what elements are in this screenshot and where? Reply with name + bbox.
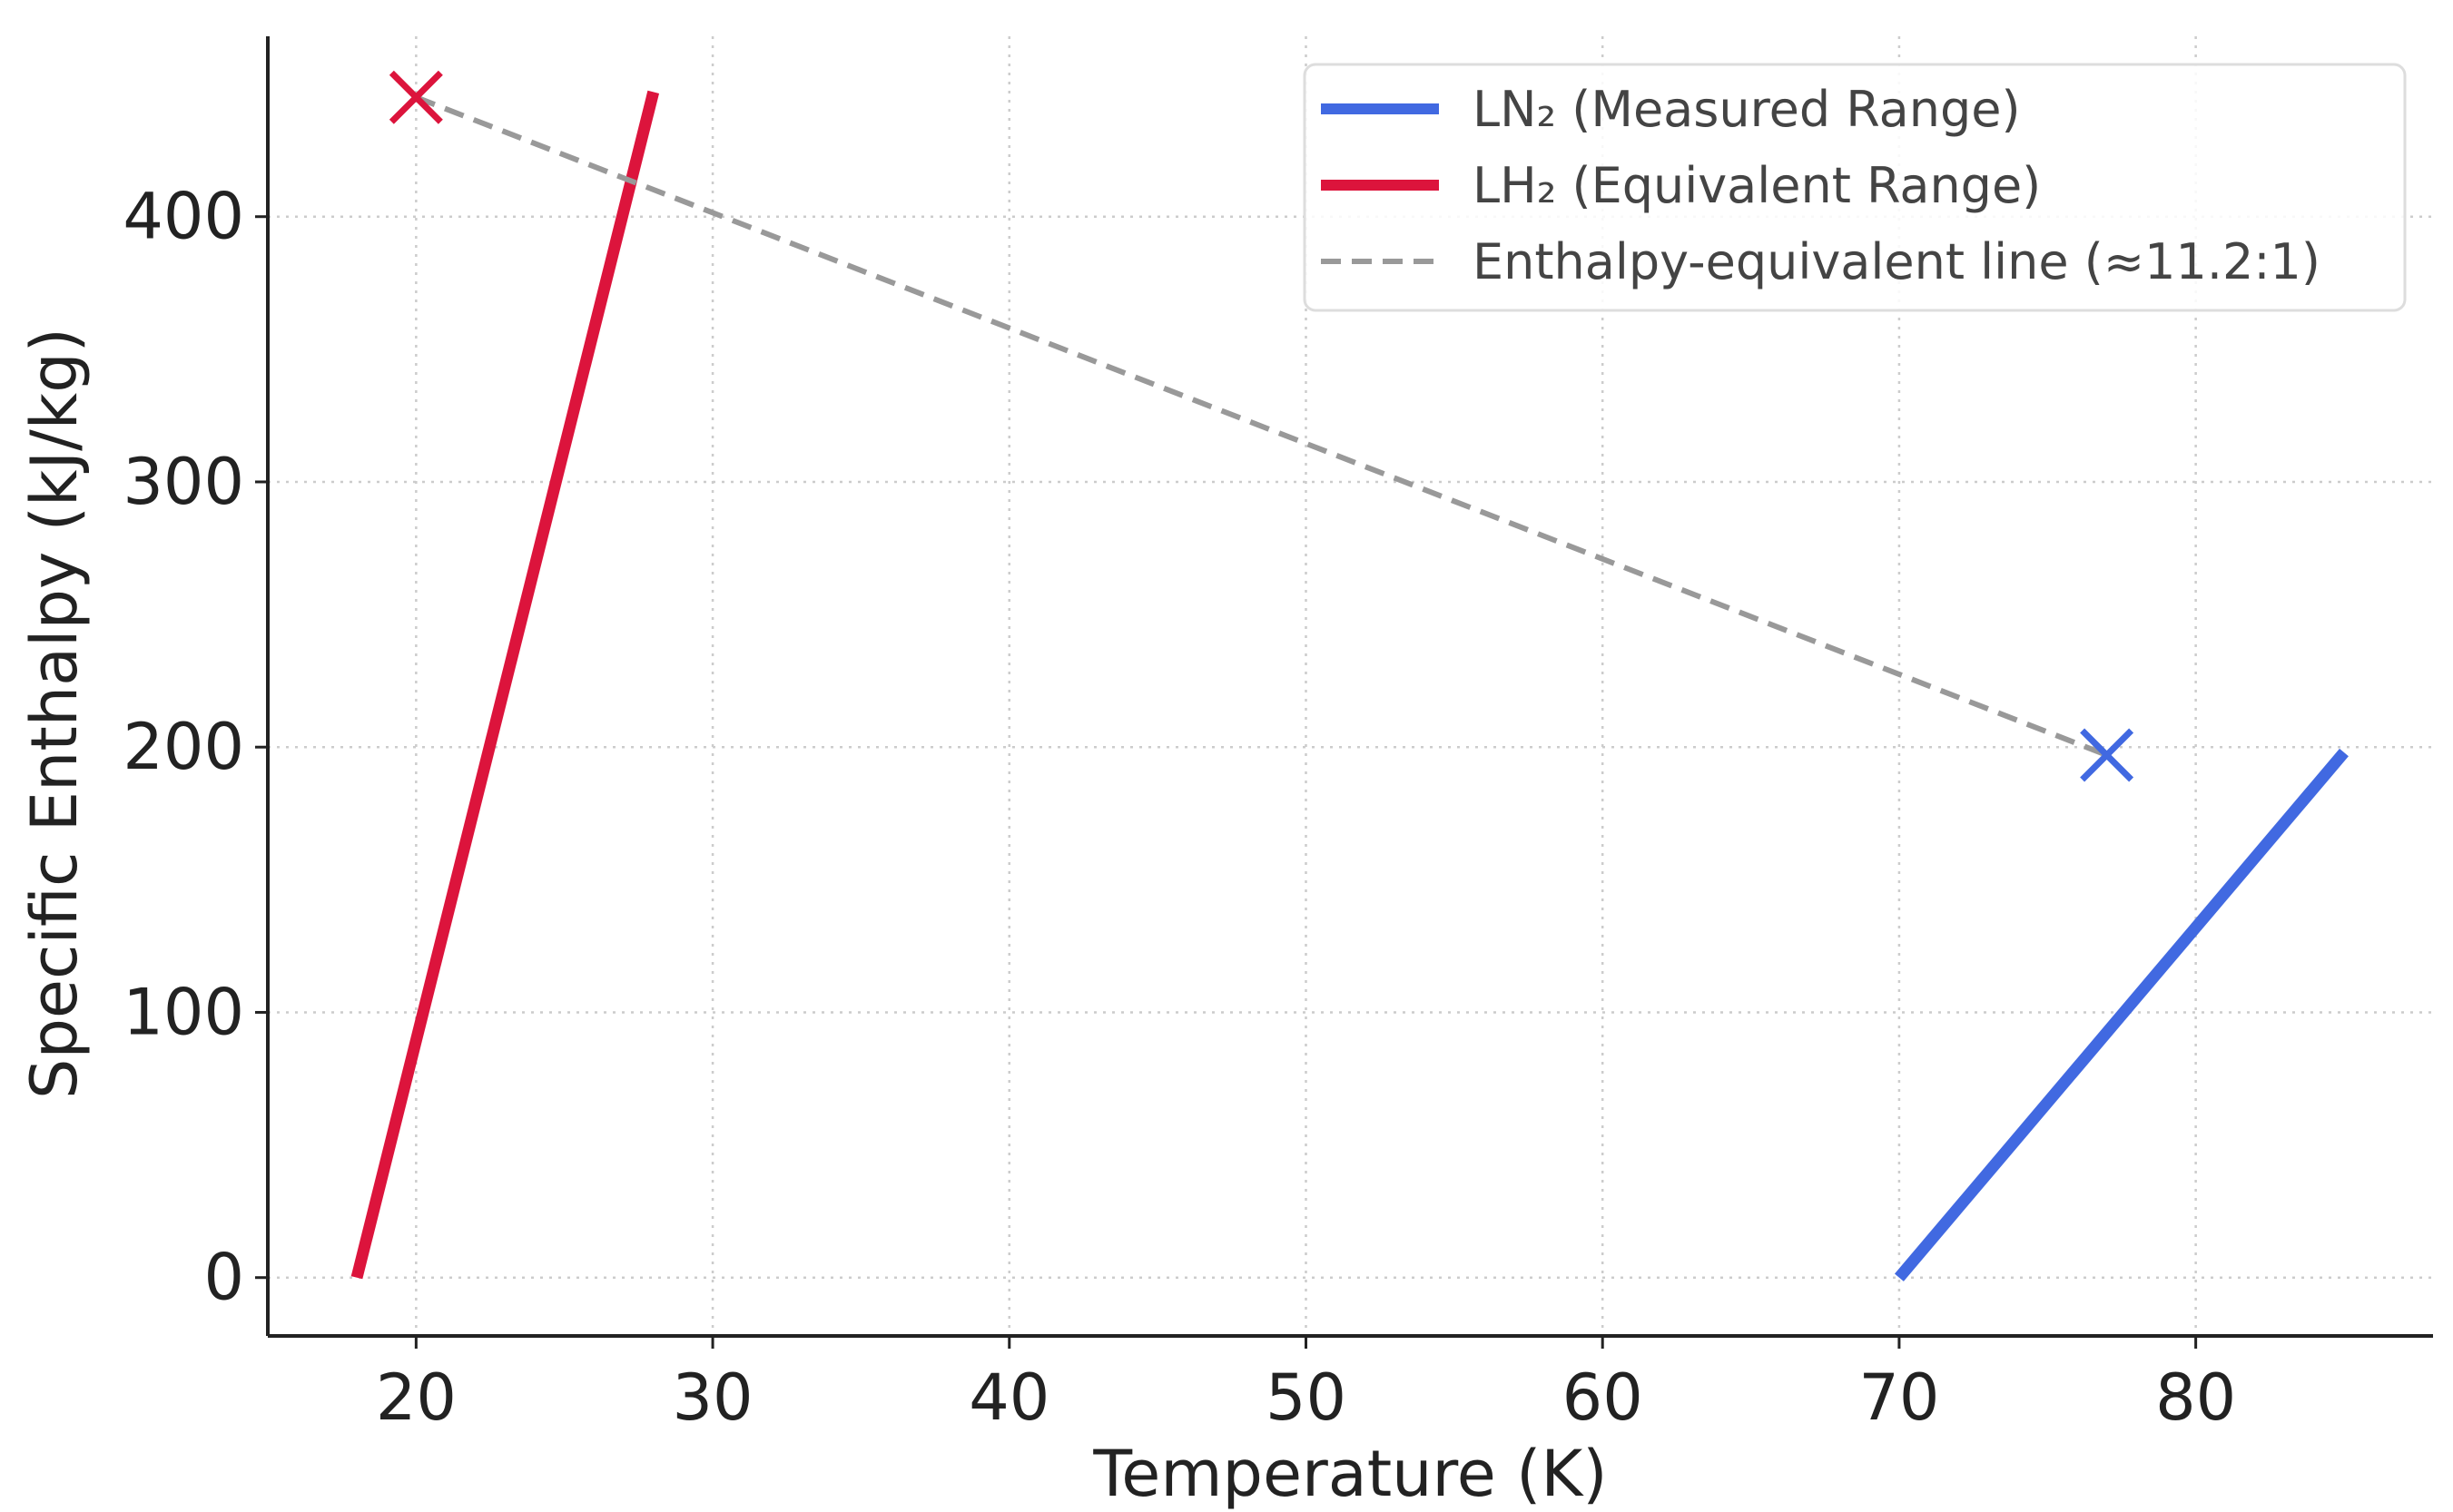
x-axis-title: Temperature (K) — [1092, 1437, 1607, 1511]
x-tick-label: 30 — [673, 1360, 754, 1435]
legend-label: LH₂ (Equivalent Range) — [1473, 157, 2041, 214]
x-tick-label: 70 — [1858, 1360, 1939, 1435]
y-tick-label: 0 — [203, 1241, 244, 1315]
legend-label: Enthalpy-equivalent line (≈11.2:1) — [1473, 233, 2320, 290]
series-line-0 — [1894, 748, 2349, 1281]
y-tick-label: 300 — [123, 445, 244, 519]
markers — [389, 70, 2134, 782]
y-axis-title: Specific Enthalpy (kJ/kg) — [17, 328, 92, 1099]
legend-entry-0: LN₂ (Measured Range) — [1321, 81, 2021, 138]
x-tick-label: 80 — [2155, 1360, 2236, 1435]
x-tick-label: 20 — [376, 1360, 457, 1435]
x-marker-0 — [389, 70, 443, 124]
y-tick-label: 100 — [123, 975, 244, 1049]
legend-entry-2: Enthalpy-equivalent line (≈11.2:1) — [1321, 233, 2320, 290]
legend-label: LN₂ (Measured Range) — [1473, 81, 2021, 138]
series — [350, 90, 2349, 1281]
legend: LN₂ (Measured Range) LH₂ (Equivalent Rang… — [1303, 63, 2407, 312]
axes: 20 30 40 50 60 70 80 0 100 200 300 400 Temperature (… — [17, 36, 2433, 1511]
series-line-2 — [415, 94, 2108, 758]
y-tick-label: 200 — [123, 710, 244, 784]
x-tick-label: 60 — [1562, 1360, 1643, 1435]
legend-entry-1: LH₂ (Equivalent Range) — [1321, 157, 2041, 214]
x-tick-label: 40 — [969, 1360, 1049, 1435]
legend-box — [1303, 63, 2407, 312]
x-tick-label: 50 — [1266, 1360, 1346, 1435]
x-marker-1 — [2080, 728, 2134, 782]
series-line-1 — [350, 90, 660, 1280]
y-tick-label: 400 — [123, 180, 244, 254]
